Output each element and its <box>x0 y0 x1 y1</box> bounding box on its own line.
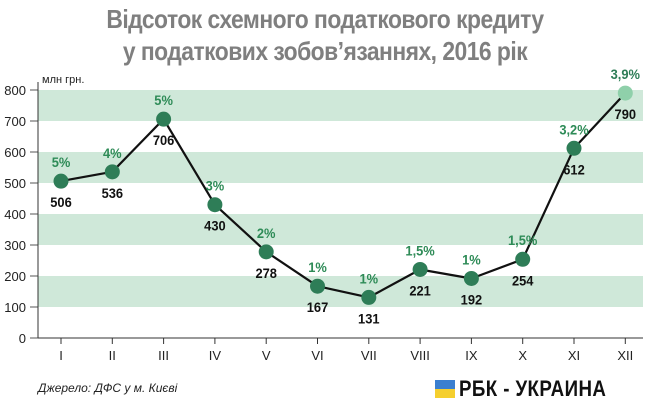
x-tick-label: VIII <box>410 348 430 363</box>
value-label: 430 <box>204 218 225 234</box>
value-label: 612 <box>563 162 584 178</box>
data-point <box>361 289 377 305</box>
percent-label: 1% <box>360 271 379 287</box>
data-point <box>515 251 531 267</box>
flag-icon <box>434 380 455 398</box>
chart-title-line-2: у податкових зобов’язаннях, 2016 рік <box>122 36 528 66</box>
percent-label: 5% <box>52 155 71 171</box>
x-tick-label: IV <box>209 348 222 363</box>
percent-label: 3% <box>206 178 225 194</box>
data-point <box>412 261 428 277</box>
grid-band <box>38 90 643 121</box>
value-label: 221 <box>409 283 431 299</box>
y-tick-label: 700 <box>4 114 26 129</box>
x-tick-label: VII <box>361 348 377 363</box>
x-tick-label: IX <box>465 348 478 363</box>
grid-band <box>38 214 643 245</box>
data-point <box>617 85 633 101</box>
x-tick-label: XI <box>568 348 580 363</box>
value-label: 278 <box>255 265 277 281</box>
x-tick-label: X <box>518 348 527 363</box>
y-tick-label: 500 <box>4 176 26 191</box>
grid-band <box>38 152 643 183</box>
data-point <box>104 164 120 180</box>
y-tick-label: 100 <box>4 300 26 315</box>
x-tick-label: V <box>262 348 271 363</box>
x-tick-label: I <box>59 348 63 363</box>
value-label: 131 <box>358 311 380 327</box>
percent-label: 1% <box>308 260 327 276</box>
x-tick-label: VI <box>311 348 323 363</box>
percent-label: 1,5% <box>405 243 434 259</box>
y-tick-label: 300 <box>4 238 26 253</box>
x-tick-label: II <box>109 348 116 363</box>
source-note: Джерело: ДФС у м. Києві <box>38 381 178 395</box>
y-tick-label: 600 <box>4 145 26 160</box>
value-label: 536 <box>102 185 123 201</box>
data-point <box>258 244 274 260</box>
percent-label: 4% <box>103 145 122 161</box>
data-point <box>156 111 172 127</box>
data-point <box>207 197 223 213</box>
y-tick-label: 200 <box>4 269 26 284</box>
brand-logo: РБК - УКРАИНА <box>434 376 632 402</box>
value-label: 790 <box>615 107 636 123</box>
data-point <box>566 140 582 156</box>
x-tick-label: III <box>158 348 169 363</box>
percent-label: 1,5% <box>508 233 537 249</box>
y-tick-label: 0 <box>19 331 26 346</box>
chart-title-line-1: Відсоток схемного податкового кредиту <box>106 4 544 34</box>
x-tick-label: XII <box>617 348 633 363</box>
value-label: 254 <box>512 273 534 289</box>
value-label: 167 <box>307 300 328 316</box>
y-axis-label: млн грн. <box>42 74 84 86</box>
data-point <box>463 270 479 286</box>
percent-label: 1% <box>462 252 481 268</box>
value-label: 192 <box>461 292 482 308</box>
value-label: 506 <box>50 195 71 211</box>
brand-name: РБК - УКРАИНА <box>458 376 607 401</box>
y-tick-label: 800 <box>4 83 26 98</box>
percent-label: 3,2% <box>559 122 588 138</box>
series-line <box>60 92 627 299</box>
percent-label: 3,9% <box>611 67 640 83</box>
data-point <box>310 278 325 294</box>
value-label: 706 <box>153 133 174 149</box>
percent-label: 5% <box>154 93 173 109</box>
data-point <box>53 173 69 189</box>
y-tick-label: 400 <box>4 207 26 222</box>
percent-label: 2% <box>257 225 276 241</box>
